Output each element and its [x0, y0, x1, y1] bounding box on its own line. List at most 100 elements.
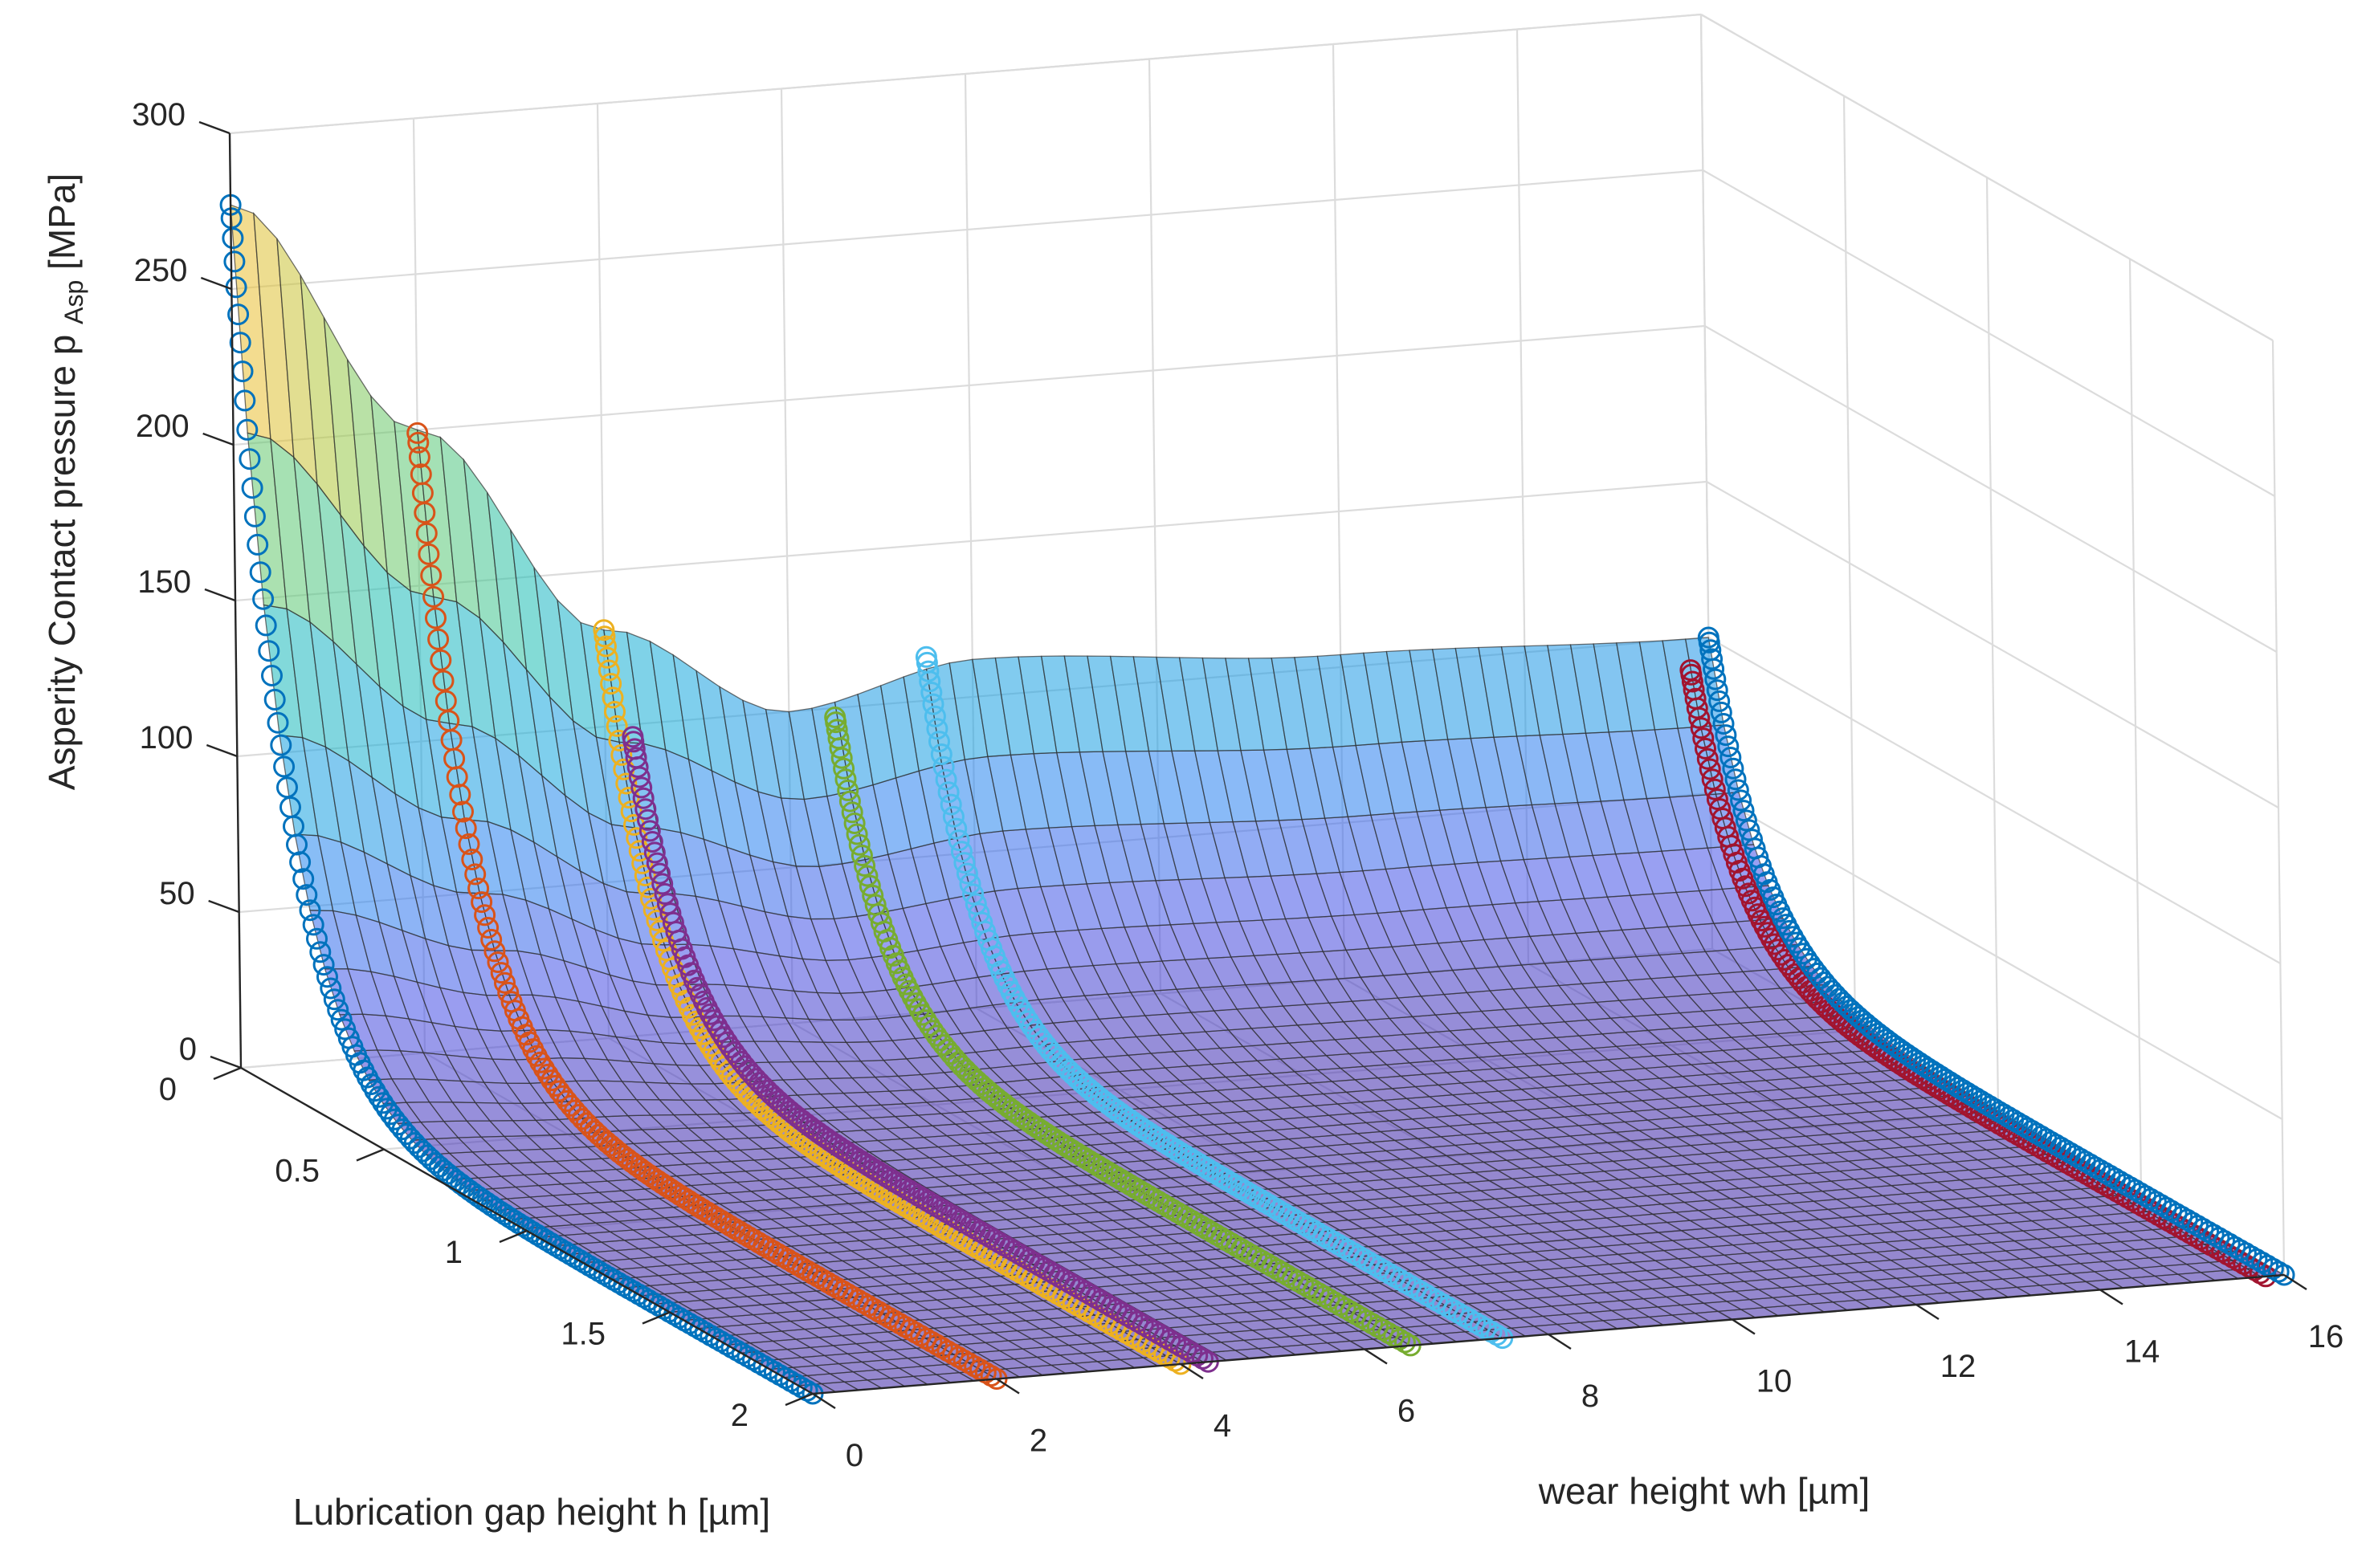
series-marker	[1789, 937, 1811, 959]
series-marker	[227, 303, 250, 326]
grid-line-side-z	[1702, 169, 2275, 497]
x-axis-label: wear height wh [µm]	[1538, 1470, 1870, 1512]
series-marker	[1050, 1052, 1072, 1074]
series-marker	[1688, 707, 1711, 729]
series-marker	[945, 817, 968, 840]
x-tick-label: 16	[2308, 1319, 2344, 1354]
series-marker	[273, 755, 296, 778]
axes	[198, 120, 2307, 1410]
series-marker	[1821, 979, 1843, 1002]
series-marker	[694, 1322, 716, 1344]
series-marker	[229, 332, 251, 354]
series-marker	[930, 743, 953, 765]
series-marker	[461, 849, 483, 870]
series-marker	[843, 813, 866, 834]
x-tick	[1364, 1348, 1388, 1365]
series-marker	[888, 1313, 911, 1335]
series-marker	[455, 817, 477, 840]
series-marker	[452, 800, 474, 823]
grid-line-back-z	[233, 324, 1705, 446]
series-marker	[309, 941, 332, 963]
series-marker	[830, 747, 853, 769]
series-marker	[1686, 697, 1708, 719]
grid-line-side-z	[1704, 325, 2278, 653]
grid-line-back-z	[231, 169, 1703, 291]
series-marker	[593, 619, 615, 641]
z-tick	[206, 743, 238, 758]
series-marker	[261, 665, 283, 686]
series-marker	[626, 756, 649, 778]
x-tick	[1915, 1303, 1940, 1321]
series-marker	[583, 1120, 606, 1142]
grid-line-side-z	[1707, 637, 2281, 964]
series-marker	[1010, 999, 1033, 1021]
series-wh-7-5	[915, 646, 1514, 1350]
pressure-surface	[230, 204, 2286, 1395]
tick-labels: 0 2 4 6 8 10 12 14 16 0 0.5 1 1.5 2 0 50 100 150 200 250 300	[132, 97, 2344, 1473]
series-marker	[622, 731, 645, 753]
series-marker	[425, 607, 447, 629]
series-marker	[1704, 668, 1727, 690]
y-tick-label: 2	[731, 1398, 749, 1433]
series-marker	[634, 865, 656, 886]
series-marker	[1681, 670, 1703, 693]
series-wh-0	[219, 193, 824, 1405]
y-tick-label: 0.5	[275, 1154, 320, 1189]
series-marker	[372, 1092, 394, 1114]
series-marker	[956, 862, 978, 885]
series-marker	[1699, 758, 1721, 780]
series-marker	[302, 914, 324, 936]
series-marker	[427, 628, 450, 650]
series-marker	[1095, 1293, 1117, 1315]
series-marker	[919, 670, 941, 693]
z-tick	[210, 1055, 242, 1069]
series-marker	[1717, 735, 1740, 758]
y-tick	[356, 1148, 385, 1162]
series-marker	[641, 831, 663, 853]
x-tick-label: 6	[1397, 1394, 1415, 1429]
x-tick	[996, 1378, 1020, 1395]
x-tick	[2283, 1273, 2307, 1291]
series-marker	[851, 845, 873, 866]
series-marker	[838, 790, 861, 813]
series-marker	[856, 865, 879, 887]
series-marker	[1715, 724, 1737, 747]
series-marker	[594, 635, 617, 658]
series-marker	[422, 585, 445, 608]
series-marker	[615, 772, 638, 795]
series-marker	[626, 827, 648, 849]
series-marker	[947, 1051, 969, 1073]
series-marker	[953, 852, 976, 874]
series-marker	[604, 701, 626, 723]
y-tick	[785, 1392, 814, 1407]
series-marker	[753, 1075, 774, 1098]
series-marker	[483, 940, 506, 963]
series-marker	[1732, 800, 1755, 822]
x-tick	[1180, 1362, 1204, 1380]
series-marker	[1764, 933, 1785, 955]
x-tick-label: 2	[1030, 1423, 1047, 1459]
series-marker	[1719, 747, 1742, 768]
series-marker	[306, 927, 328, 950]
series-marker	[942, 805, 965, 828]
series-marker	[2176, 1208, 2198, 1231]
z-tick-label: 50	[159, 876, 195, 911]
series-marker	[594, 625, 616, 648]
series-marker	[239, 448, 261, 470]
series-marker	[1072, 1297, 1095, 1320]
x-tick-label: 4	[1214, 1408, 1231, 1444]
x-tick-label: 12	[1940, 1349, 1976, 1384]
series-marker	[846, 823, 868, 845]
series-marker	[296, 884, 318, 906]
series-marker	[270, 734, 292, 756]
series-marker	[490, 962, 512, 984]
series-marker	[252, 588, 275, 610]
series-marker	[1785, 931, 1807, 954]
series-marker	[467, 878, 490, 900]
z-axis-label-unit: [MPa]	[41, 173, 83, 270]
series-marker	[249, 561, 271, 584]
z-axis-label: Asperity Contact pressure p Asp [MPa]	[41, 173, 91, 790]
z-axis-label-sub: Asp	[59, 280, 88, 324]
z-tick-label: 300	[132, 97, 186, 132]
series-marker	[937, 781, 960, 804]
